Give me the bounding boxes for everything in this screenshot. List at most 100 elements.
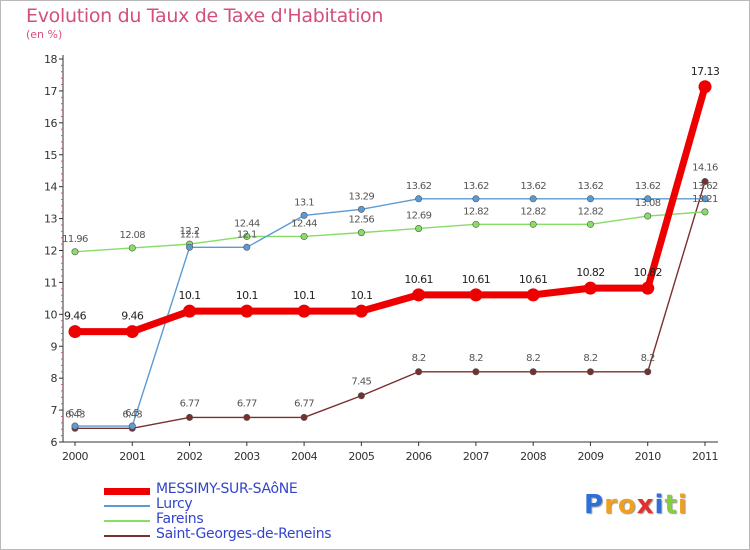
data-point: [125, 325, 139, 339]
data-point: [415, 195, 423, 203]
x-tick-label: 2000: [62, 450, 88, 463]
y-tick-label: 14: [44, 181, 57, 194]
data-label: 11.96: [62, 234, 88, 245]
data-label: 10.82: [633, 266, 662, 279]
line-chart: 6 7 8 9 10 11 12 13 14 15 16 17 18 2000 2001 2002 2003 20…: [44, 53, 720, 463]
data-point: [243, 243, 251, 251]
y-tick-label: 11: [44, 276, 57, 289]
data-label: 13.29: [349, 191, 375, 202]
data-label: 10.61: [404, 273, 433, 286]
data-point: [357, 392, 365, 400]
series-layer: [68, 80, 712, 432]
data-label: 6.77: [237, 398, 257, 409]
data-point: [586, 220, 594, 228]
legend-item-saint-georges: Saint-Georges-de-Reneins: [104, 526, 404, 543]
data-point: [128, 244, 136, 252]
data-point: [472, 195, 480, 203]
data-label: 9.46: [64, 310, 87, 323]
legend-item-fareins: Fareins: [104, 511, 404, 528]
data-label: 8.2: [526, 353, 540, 364]
data-point: [644, 368, 652, 376]
chart-legend: MESSIMY-SUR-SAôNE Lurcy Fareins Saint-Ge…: [104, 481, 404, 543]
x-tick-label: 2006: [406, 450, 432, 463]
series-line: [74, 211, 706, 253]
legend-swatch-messimy: [104, 488, 150, 495]
data-label: 6.43: [122, 409, 142, 420]
data-label: 12.82: [578, 206, 604, 217]
data-point: [469, 288, 483, 302]
data-point: [186, 413, 194, 421]
data-label: 12.82: [520, 206, 546, 217]
data-label: 13.62: [520, 181, 546, 192]
data-point: [300, 232, 308, 240]
data-point: [354, 304, 368, 318]
data-label: 12.44: [234, 218, 260, 229]
data-point: [701, 208, 709, 216]
data-label: 8.2: [412, 353, 426, 364]
y-tick-label: 18: [44, 53, 57, 66]
data-label: 13.62: [406, 181, 432, 192]
data-point: [183, 304, 197, 318]
data-label: 6.43: [65, 409, 85, 420]
data-label: 13.62: [635, 181, 661, 192]
data-point: [68, 325, 82, 339]
data-label: 12.1: [237, 229, 257, 240]
legend-item-lurcy: Lurcy: [104, 496, 404, 513]
chart-unit: (en %): [26, 28, 63, 41]
legend-label-fareins: Fareins: [156, 511, 204, 527]
data-point: [300, 211, 308, 219]
data-point: [701, 195, 709, 203]
logo-letter: i: [677, 490, 688, 520]
x-tick-label: 2001: [119, 450, 145, 463]
data-label: 6.77: [180, 398, 200, 409]
data-label: 14.16: [692, 163, 718, 174]
data-point: [644, 212, 652, 220]
series-line: [75, 198, 705, 427]
data-label: 7.45: [351, 377, 371, 388]
data-label: 10.61: [519, 273, 548, 286]
data-point: [586, 195, 594, 203]
data-label: 6.5: [68, 408, 82, 419]
data-label: 6.5: [125, 408, 139, 419]
data-label: 10.61: [462, 273, 491, 286]
legend-label-lurcy: Lurcy: [156, 496, 193, 512]
y-tick-label: 13: [44, 213, 57, 226]
data-point: [472, 220, 480, 228]
data-point: [415, 368, 423, 376]
y-tick-label: 17: [44, 85, 57, 98]
y-tick-label: 16: [44, 117, 57, 130]
data-label: 10.1: [293, 289, 315, 302]
x-tick-label: 2004: [291, 450, 317, 463]
data-label: 10.1: [178, 289, 200, 302]
data-point: [526, 288, 540, 302]
data-label: 12.56: [349, 215, 375, 226]
series-line: [75, 181, 706, 429]
data-point: [701, 178, 709, 186]
logo-letter: i: [654, 490, 665, 520]
x-tick-label: 2011: [692, 450, 718, 463]
data-label: 8.2: [583, 353, 597, 364]
data-label: 12.44: [291, 218, 317, 229]
series-line: [75, 85, 709, 336]
logo-letter: x: [636, 490, 655, 520]
y-tick-label: 10: [44, 308, 57, 321]
chart-title: Evolution du Taux de Taxe d'Habitation: [26, 5, 384, 27]
x-tick-label: 2002: [177, 450, 203, 463]
data-label: 10.82: [576, 266, 605, 279]
data-point: [529, 195, 537, 203]
data-point: [71, 248, 79, 256]
x-tick-label: 2005: [348, 450, 374, 463]
data-label: 17.13: [691, 65, 720, 78]
chart-axes: 6 7 8 9 10 11 12 13 14 15 16 17 18 2000 2001 2002 2003 20…: [44, 53, 719, 463]
data-label: 12.69: [406, 210, 432, 221]
legend-label-saint-georges: Saint-Georges-de-Reneins: [156, 526, 332, 542]
data-point: [128, 422, 136, 430]
data-point: [186, 243, 194, 251]
data-point: [586, 368, 594, 376]
data-point: [297, 304, 311, 318]
data-labels-layer: 6.5 6.5 12.1 12.1 13.1 13.29 13.62 13.62 13.62 13…: [62, 65, 720, 421]
y-tick-label: 6: [51, 436, 58, 449]
x-tick-label: 2010: [635, 450, 661, 463]
data-point: [529, 220, 537, 228]
